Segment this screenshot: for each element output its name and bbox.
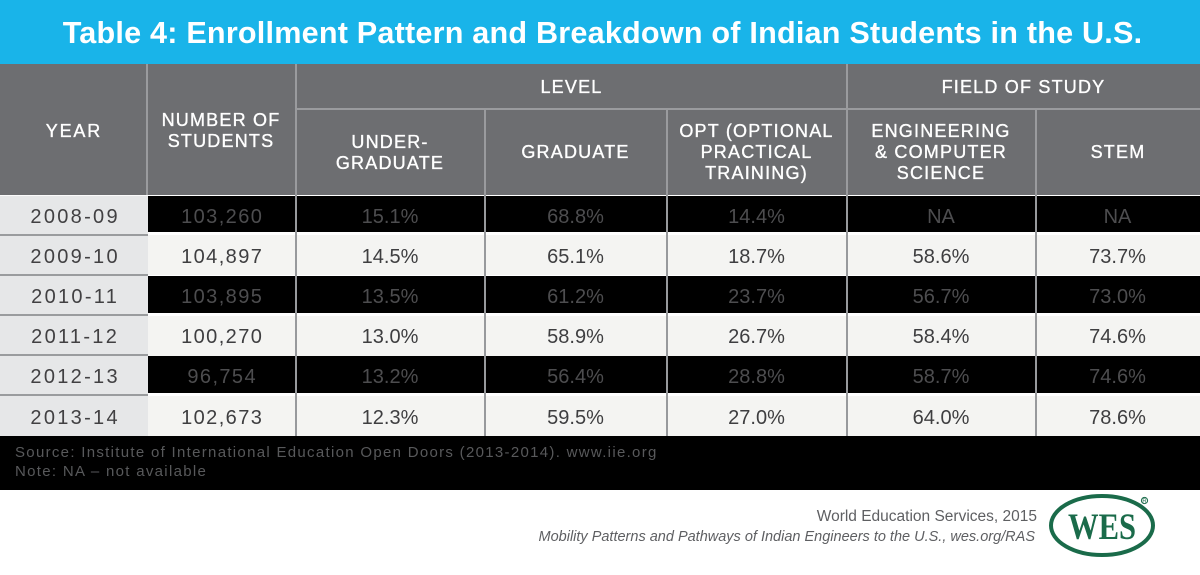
svg-text:WES: WES bbox=[1068, 507, 1136, 548]
svg-text:R: R bbox=[1142, 498, 1147, 505]
